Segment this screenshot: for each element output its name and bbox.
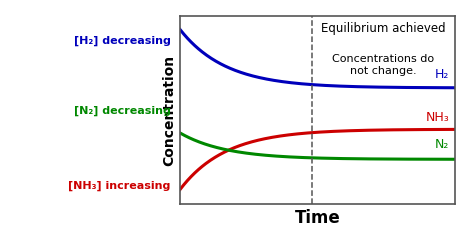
Text: NH₃: NH₃ <box>426 111 449 125</box>
Text: Concentrations do
not change.: Concentrations do not change. <box>332 54 435 76</box>
Text: H₂: H₂ <box>435 68 449 81</box>
Y-axis label: Concentration: Concentration <box>162 55 176 166</box>
Text: [N₂] decreasing: [N₂] decreasing <box>74 105 171 116</box>
Text: [NH₃] increasing: [NH₃] increasing <box>68 180 171 191</box>
Text: N₂: N₂ <box>435 138 449 151</box>
Text: [H₂] decreasing: [H₂] decreasing <box>74 36 171 46</box>
Text: Equilibrium achieved: Equilibrium achieved <box>321 22 446 35</box>
X-axis label: Time: Time <box>295 209 340 227</box>
